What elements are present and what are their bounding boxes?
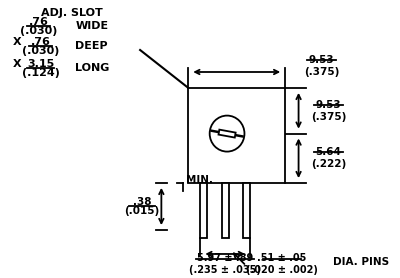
- Bar: [200, 183, 207, 238]
- Text: 3.15: 3.15: [27, 59, 54, 69]
- Text: (.030): (.030): [20, 26, 57, 36]
- Bar: [243, 183, 250, 238]
- Bar: [188, 88, 285, 183]
- Text: 5.64
(.222): 5.64 (.222): [311, 148, 346, 169]
- Text: ADJ. SLOT: ADJ. SLOT: [40, 8, 102, 18]
- Text: (.015): (.015): [124, 207, 160, 217]
- Text: 9.53
(.375): 9.53 (.375): [311, 100, 346, 121]
- Text: 5.97 ± .89
(.235 ± .035): 5.97 ± .89 (.235 ± .035): [189, 253, 261, 275]
- Text: .51 ± .05
(.020 ± .002): .51 ± .05 (.020 ± .002): [246, 253, 318, 275]
- Bar: [218, 130, 236, 138]
- Text: .76: .76: [31, 37, 50, 47]
- Text: DIA. PINS: DIA. PINS: [333, 257, 390, 267]
- Circle shape: [210, 116, 244, 152]
- Text: (.030): (.030): [22, 46, 59, 56]
- Text: (.124): (.124): [22, 68, 60, 78]
- Text: LONG: LONG: [75, 63, 110, 73]
- Text: X: X: [13, 59, 22, 69]
- Text: .38: .38: [133, 197, 151, 207]
- Text: WIDE: WIDE: [75, 21, 108, 31]
- Bar: [222, 183, 228, 238]
- Text: DEEP: DEEP: [75, 41, 108, 51]
- Text: .76: .76: [29, 17, 48, 27]
- Text: 9.53
(.375): 9.53 (.375): [304, 55, 340, 77]
- Text: X: X: [13, 37, 22, 47]
- Text: MIN.: MIN.: [186, 175, 214, 185]
